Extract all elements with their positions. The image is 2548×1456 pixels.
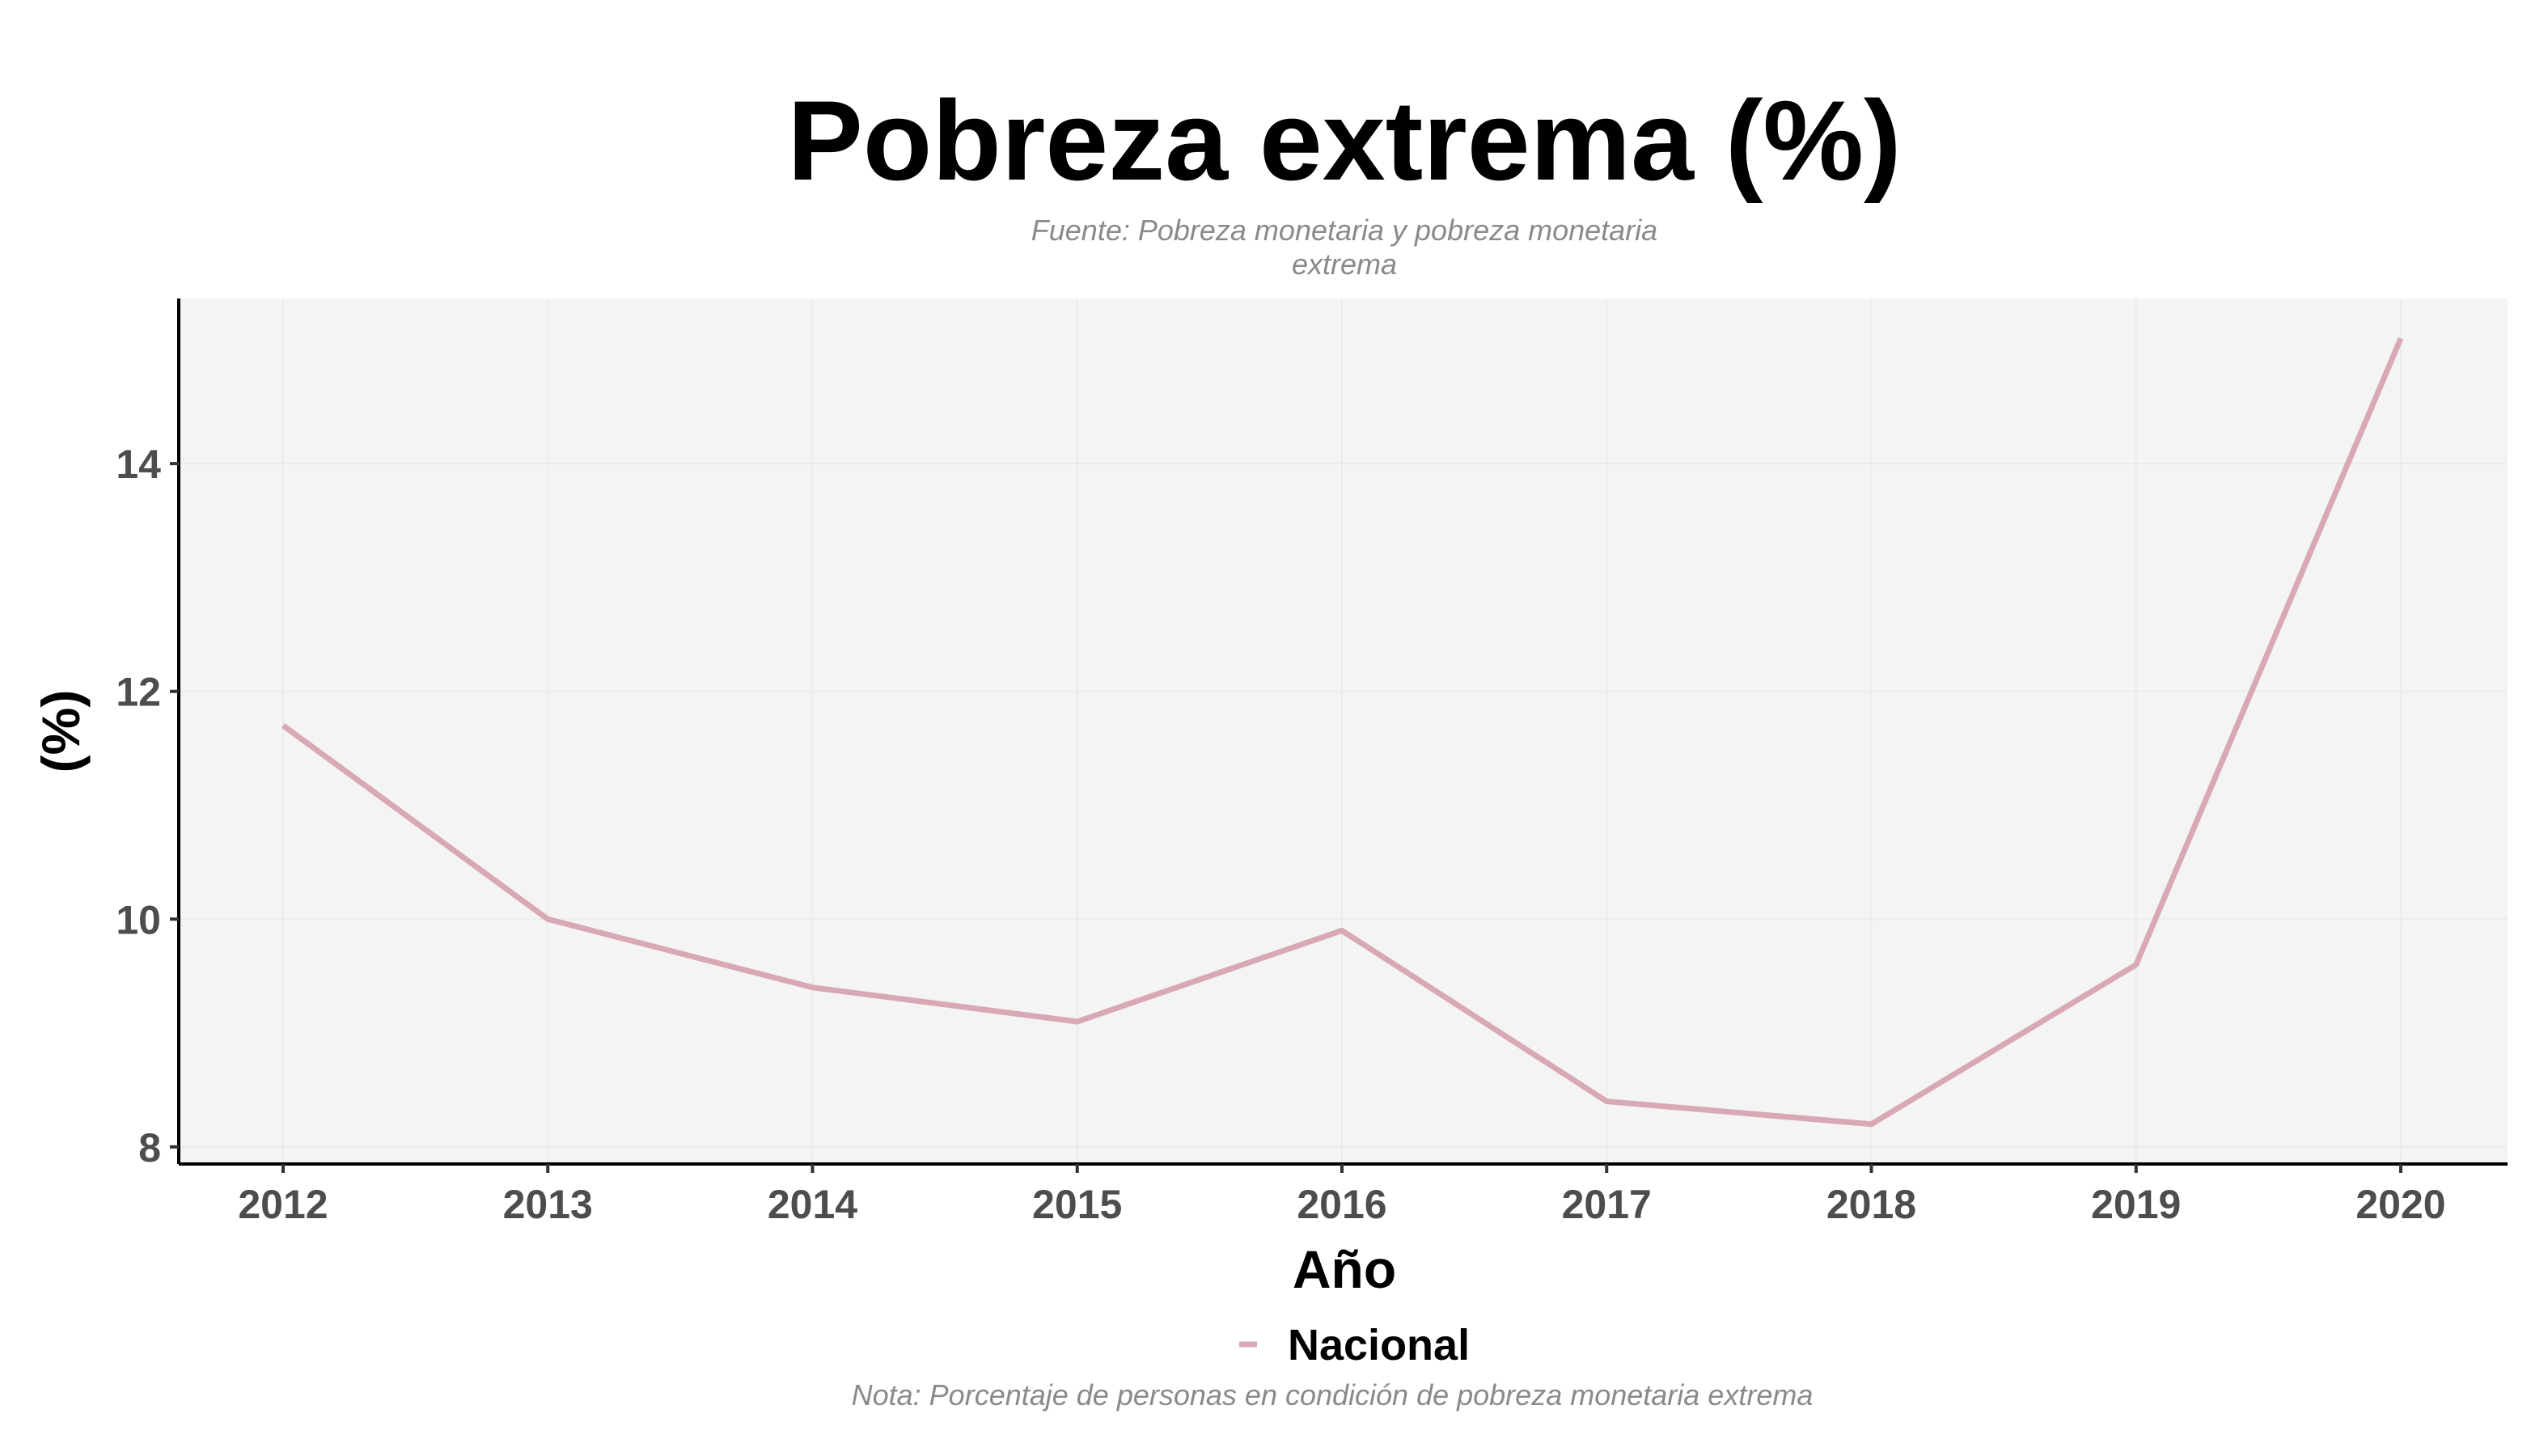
series-lines — [281, 336, 2404, 1128]
x-tick-label: 2012 — [238, 1182, 328, 1227]
y-tick-label: 8 — [138, 1125, 161, 1170]
chart-title: Pobreza extrema (%) — [787, 77, 1901, 204]
x-axis-title: Año — [1293, 1239, 1396, 1299]
plot-panel — [179, 298, 2508, 1164]
chart-caption: Nota: Porcentaje de personas en condició… — [852, 1378, 1814, 1412]
series-line-nacional — [281, 336, 2404, 1128]
x-tick-label: 2015 — [1032, 1182, 1122, 1227]
x-tick-label: 2018 — [1826, 1182, 1916, 1227]
y-tick-label: 10 — [116, 897, 161, 942]
axis-ticks: 2012 2013 2014 2015 2016 2017 2018 2019 2020 8 10 1… — [116, 442, 2445, 1227]
x-tick-label: 2017 — [1562, 1182, 1652, 1227]
x-tick-label: 2013 — [503, 1182, 593, 1227]
y-axis-title: (%) — [31, 690, 91, 773]
chart-subtitle-line-1: Fuente: Pobreza monetaria y pobreza mone… — [1031, 214, 1657, 247]
y-tick-label: 12 — [116, 670, 161, 715]
chart-subtitle-line-2: extrema — [1292, 248, 1397, 281]
legend-label-nacional: Nacional — [1288, 1321, 1470, 1369]
x-tick-label: 2019 — [2091, 1182, 2181, 1227]
x-tick-label: 2014 — [768, 1182, 857, 1227]
x-tick-label: 2016 — [1297, 1182, 1386, 1227]
y-tick-label: 14 — [116, 442, 161, 487]
grid-lines — [179, 298, 2508, 1164]
x-tick-label: 2020 — [2355, 1182, 2445, 1227]
